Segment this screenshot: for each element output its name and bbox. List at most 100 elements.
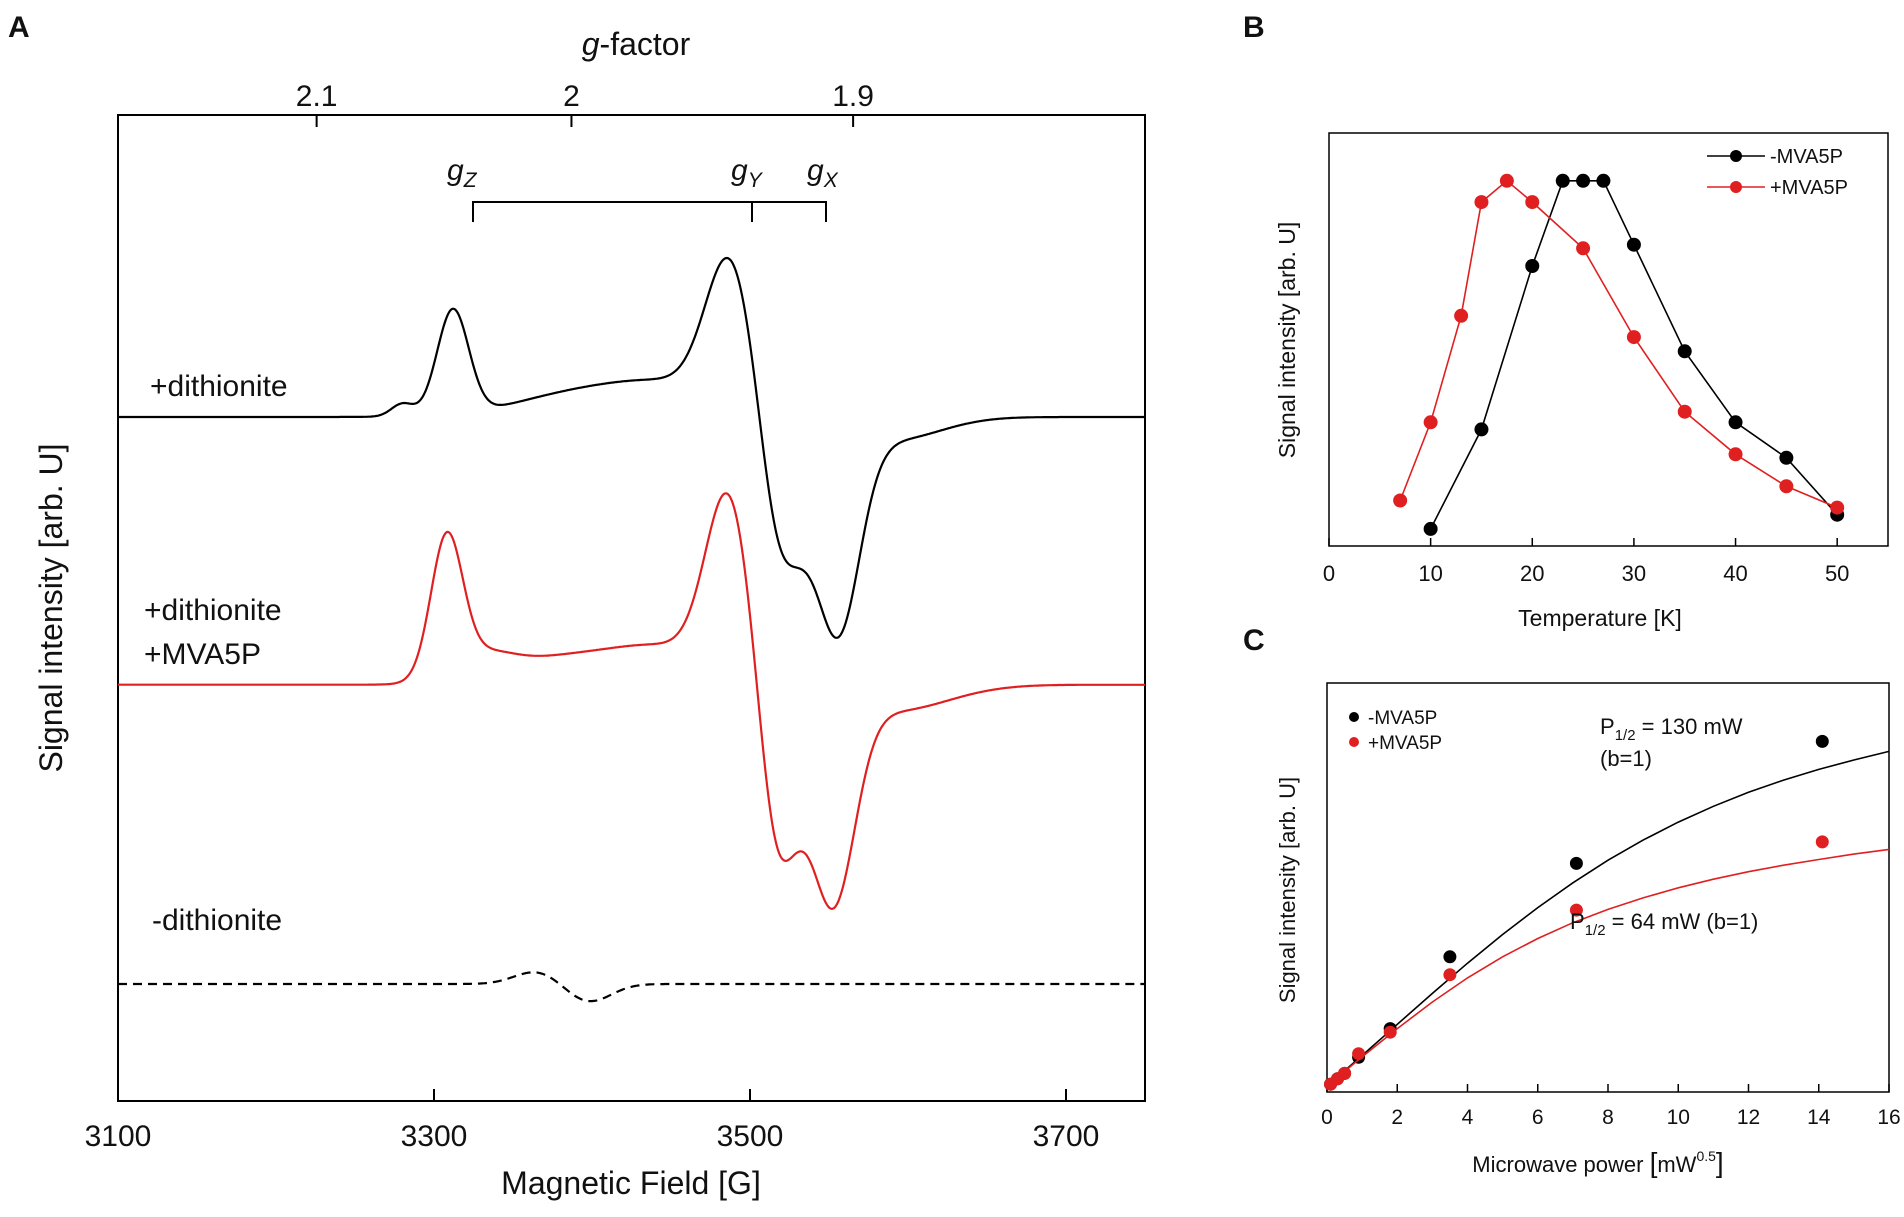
panel-a-g-markers: gZ gY gX [447, 154, 839, 222]
panel-c-point [1443, 968, 1457, 982]
panel-a-series-2 [118, 971, 1145, 1003]
panel-b-line-1 [1399, 179, 1838, 509]
panel-b-series [1393, 173, 1845, 536]
panel-b-legend: -MVA5P +MVA5P [1707, 146, 1848, 199]
label-dithionite-mva5p-line2: +MVA5P [144, 638, 261, 671]
panel-c-letter: C [1243, 624, 1265, 657]
panel-c: C 0 2 4 6 8 10 12 14 16 -MVA5P +MVA5P P1/2 = 130… [1243, 624, 1901, 1178]
g-x-label: gX [807, 154, 839, 192]
label-dithionite-mva5p-line1: +dithionite [144, 594, 282, 627]
panel-a-x-tick-label: 3700 [1033, 1120, 1100, 1153]
panel-c-point [1569, 903, 1583, 917]
panel-c-fit-0 [1326, 750, 1890, 1087]
panel-b-point [1830, 500, 1845, 515]
panel-b-point [1626, 237, 1641, 252]
panel-a-y-axis-title: Signal intensity [arb. U] [33, 443, 69, 772]
panel-c-point [1338, 1066, 1352, 1080]
panel-a-x-tick-label: 3500 [717, 1120, 784, 1153]
panel-a-x-tick-label: 3100 [85, 1120, 152, 1153]
panel-c-point [1352, 1047, 1366, 1061]
g-italic: g [582, 26, 600, 62]
panel-c-series [1324, 734, 1890, 1091]
panel-a-x-tick-label: 3300 [401, 1120, 468, 1153]
panel-c-point [1443, 950, 1457, 964]
g-z-label: gZ [447, 154, 478, 192]
panel-c-x-tick-label: 12 [1737, 1106, 1760, 1129]
panel-c-x-tick-label: 14 [1807, 1106, 1831, 1129]
panel-b-ticks: 0 10 20 30 40 50 [1323, 538, 1849, 586]
panel-c-point [1383, 1025, 1397, 1039]
panel-c-x-tick-label: 6 [1532, 1106, 1544, 1129]
panel-b-point [1779, 479, 1794, 494]
panel-b-point [1596, 173, 1611, 188]
panel-b-point [1525, 259, 1540, 273]
panel-b-line-0 [1429, 180, 1838, 530]
legend-c-label-plus: +MVA5P [1368, 733, 1442, 754]
panel-b-point [1525, 195, 1540, 210]
label-dithionite: +dithionite [150, 370, 288, 403]
label-minus-dithionite: -dithionite [152, 904, 282, 937]
panel-b-point [1423, 415, 1438, 430]
g-marker-bracket [472, 201, 827, 222]
legend-marker-plus-mva5p [1730, 181, 1742, 193]
panel-b-x-axis-title: Temperature [K] [1518, 605, 1682, 631]
panel-a-series-1 [118, 492, 1145, 911]
g-y-label: gY [731, 154, 764, 192]
panel-c-ticks: 0 2 4 6 8 10 12 14 16 [1321, 1084, 1901, 1129]
annotation-p-half-64: P1/2 = 64 mW (b=1) [1570, 909, 1758, 939]
panel-a-letter: A [8, 11, 30, 44]
panel-c-point [1815, 734, 1829, 748]
panel-b-x-tick-label: 50 [1825, 561, 1849, 586]
panel-a: A 3100 3300 3500 3700 2.1 2 1.9 g-factor gZ gY… [8, 11, 1146, 1201]
panel-b-x-tick-label: 20 [1520, 561, 1544, 586]
panel-b-point [1677, 404, 1692, 419]
panel-b-point [1728, 415, 1743, 430]
panel-a-top-tick-label: 2.1 [296, 80, 338, 113]
panel-c-x-tick-label: 4 [1462, 1106, 1474, 1129]
panel-c-x-tick-label: 0 [1321, 1106, 1333, 1129]
panel-a-x-axis-title: Magnetic Field [G] [501, 1165, 761, 1201]
panel-b-x-tick-label: 10 [1418, 561, 1442, 586]
panel-c-x-tick-label: 16 [1877, 1106, 1900, 1129]
panel-b-point [1779, 450, 1794, 465]
legend-label-minus-mva5p: -MVA5P [1770, 146, 1843, 168]
panel-c-point [1815, 835, 1829, 849]
panel-c-point [1569, 856, 1583, 870]
panel-c-x-tick-label: 8 [1602, 1106, 1614, 1129]
panel-c-fit-1 [1326, 848, 1890, 1087]
panel-b-point [1677, 344, 1692, 359]
panel-c-x-tick-label: 10 [1667, 1106, 1690, 1129]
legend-marker-minus-mva5p [1730, 150, 1742, 162]
panel-b-point [1576, 241, 1591, 256]
legend-label-plus-mva5p: +MVA5P [1770, 177, 1848, 199]
panel-a-top-tick-label: 1.9 [832, 80, 874, 113]
panel-b-letter: B [1243, 11, 1265, 44]
legend-c-marker-minus [1349, 712, 1359, 722]
panel-b-frame [1328, 132, 1889, 547]
g-factor-rest: -factor [600, 26, 691, 62]
panel-b-point [1626, 330, 1641, 345]
panel-b-point [1576, 173, 1591, 188]
panel-a-top-tick-label: 2 [563, 80, 580, 113]
panel-b-point [1474, 422, 1489, 437]
panel-b-point [1454, 308, 1469, 323]
panel-b-point [1393, 493, 1408, 508]
panel-b-point [1499, 173, 1514, 188]
panel-c-legend: -MVA5P +MVA5P [1349, 708, 1442, 754]
panel-a-curves [118, 256, 1145, 1003]
panel-b-point [1728, 447, 1743, 462]
panel-b-x-tick-label: 30 [1622, 561, 1646, 586]
panel-b-y-axis-title: Signal intensity [arb. U] [1274, 222, 1300, 459]
panel-b: B 0 10 20 30 40 50 -MVA5P +MVA5P Temperature … [1243, 11, 1889, 631]
panel-c-x-tick-label: 2 [1391, 1106, 1403, 1129]
panel-b-point [1555, 173, 1570, 188]
panel-b-point [1423, 521, 1438, 536]
legend-c-label-minus: -MVA5P [1368, 708, 1437, 729]
panel-a-top-axis-title: g-factor [582, 26, 691, 62]
panel-a-ticks: 3100 3300 3500 3700 2.1 2 1.9 [85, 80, 1100, 1153]
panel-b-point [1474, 195, 1489, 210]
panel-a-series-0 [118, 256, 1145, 639]
panel-b-x-tick-label: 40 [1723, 561, 1747, 586]
panel-c-x-axis-title: Microwave power [mW0.5] [1472, 1147, 1723, 1178]
